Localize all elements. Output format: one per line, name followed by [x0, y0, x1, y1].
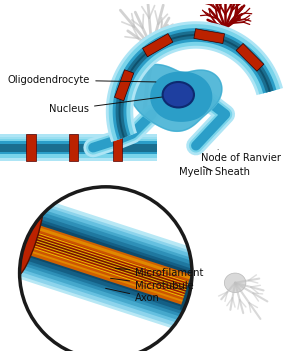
Polygon shape — [115, 70, 134, 101]
Bar — [20, 208, 203, 322]
Bar — [31, 233, 194, 287]
Bar — [30, 236, 194, 290]
Bar — [29, 241, 192, 295]
Ellipse shape — [138, 36, 166, 59]
Bar — [23, 218, 200, 312]
Bar — [113, 134, 122, 161]
Bar — [29, 235, 194, 295]
Bar — [19, 205, 204, 324]
Text: Axon: Axon — [106, 288, 160, 302]
Bar — [25, 224, 198, 307]
Bar — [21, 211, 202, 318]
Text: Node of Ranvier: Node of Ranvier — [201, 149, 281, 163]
Bar — [0, 141, 157, 154]
Bar — [26, 134, 36, 161]
Bar — [18, 202, 205, 328]
Bar — [29, 238, 193, 292]
Bar — [0, 137, 157, 158]
Bar — [17, 199, 206, 331]
Polygon shape — [118, 34, 271, 138]
Bar — [180, 270, 200, 312]
Ellipse shape — [163, 82, 194, 108]
Bar — [27, 230, 195, 299]
Polygon shape — [109, 24, 280, 141]
Text: Oligodendrocyte: Oligodendrocyte — [8, 75, 156, 85]
Polygon shape — [106, 21, 283, 142]
Bar — [26, 226, 197, 304]
Polygon shape — [129, 64, 222, 131]
Polygon shape — [151, 72, 212, 121]
Bar — [22, 215, 201, 315]
Text: Microtubule: Microtubule — [110, 278, 194, 291]
Bar — [0, 134, 157, 161]
Polygon shape — [194, 29, 224, 44]
Circle shape — [20, 187, 192, 355]
Text: Myelin Sheath: Myelin Sheath — [179, 166, 250, 177]
Text: Microfilament: Microfilament — [116, 268, 204, 278]
Bar — [32, 231, 195, 285]
Bar — [24, 221, 199, 308]
Bar — [26, 229, 196, 302]
Polygon shape — [142, 34, 173, 57]
Bar — [0, 144, 157, 152]
Bar — [28, 243, 191, 297]
Polygon shape — [236, 43, 264, 71]
Polygon shape — [113, 28, 276, 140]
Ellipse shape — [224, 273, 246, 293]
Text: Nucleus: Nucleus — [49, 97, 162, 114]
Bar — [0, 136, 157, 139]
Polygon shape — [116, 31, 274, 139]
Bar — [27, 246, 190, 300]
Bar — [28, 233, 195, 296]
Bar — [69, 134, 78, 161]
Ellipse shape — [16, 202, 43, 275]
Polygon shape — [129, 64, 222, 131]
